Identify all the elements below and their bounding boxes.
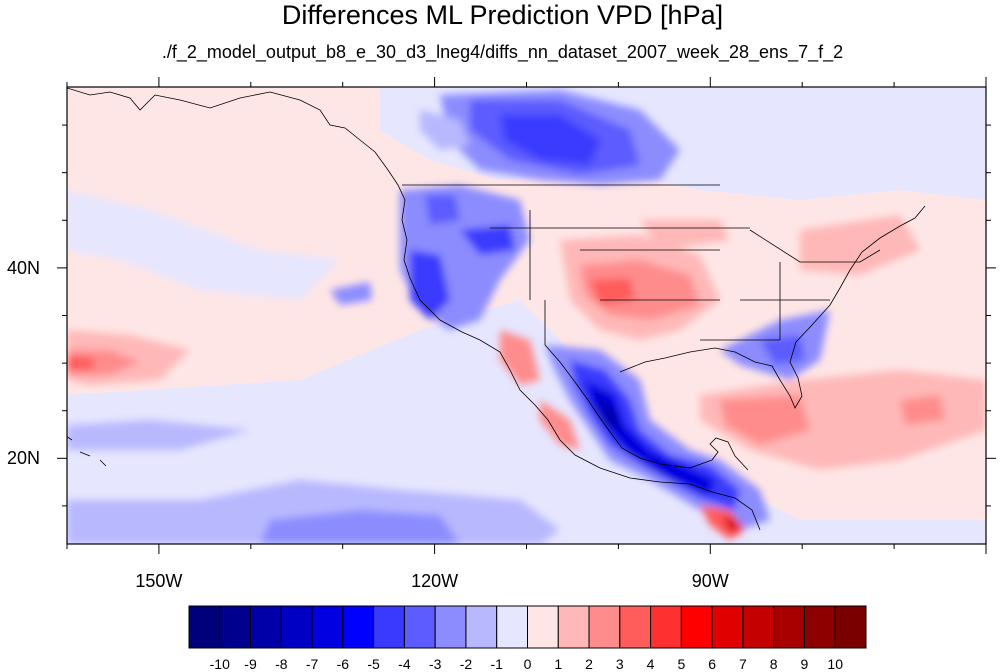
colorbar-swatch: [834, 605, 867, 649]
colorbar-label: -4: [398, 656, 411, 672]
latitude-label: 20N: [6, 448, 40, 469]
colorbar-label: 3: [615, 656, 624, 672]
colorbar-swatch: [803, 605, 836, 649]
map-subtitle: ./f_2_model_output_b8_e_30_d3_lneg4/diff…: [161, 42, 844, 62]
longitude-label: 90W: [691, 571, 729, 591]
colorbar-label: -3: [428, 656, 442, 672]
colorbar-label: -9: [244, 656, 257, 672]
latitude-label: 40N: [6, 257, 40, 278]
colorbar-swatch: [742, 605, 775, 649]
colorbar-label: -6: [336, 656, 350, 672]
colorbar-swatch: [403, 605, 436, 649]
colorbar-label: 10: [827, 656, 843, 672]
colorbar-label: -10: [209, 656, 230, 672]
colorbar-swatch: [527, 605, 559, 649]
axis-ticks: [57, 77, 996, 554]
colorbar-label: 8: [769, 656, 778, 672]
colorbar-label: -2: [459, 656, 473, 672]
colorbar-label: 7: [739, 656, 747, 672]
colorbar-swatch: [434, 605, 467, 649]
colorbar-swatch: [650, 605, 682, 649]
map-title: Differences ML Prediction VPD [hPa]: [281, 0, 724, 30]
colorbar-label: 5: [677, 656, 686, 672]
colorbar-label: 9: [800, 656, 809, 672]
colorbar-swatch: [588, 605, 621, 649]
colorbar-label: 1: [554, 656, 563, 672]
colorbar-swatch: [250, 605, 282, 649]
colorbar-swatch: [219, 605, 252, 649]
colorbar-swatch: [773, 605, 805, 649]
coastlines: [67, 87, 926, 531]
colorbar-label: -1: [490, 656, 503, 672]
colorbar-swatch: [342, 605, 375, 649]
colorbar-swatch: [711, 605, 744, 649]
colorbar-swatch: [619, 605, 652, 649]
colorbar-label: 6: [708, 656, 717, 672]
colorbar-label: 0: [523, 656, 532, 672]
longitude-label: 120W: [411, 571, 459, 591]
colorbar-swatch: [311, 605, 344, 649]
contour-field: [67, 87, 986, 544]
colorbar-label: -8: [275, 656, 288, 672]
colorbar-label: 4: [646, 656, 655, 672]
colorbar-swatch: [373, 605, 405, 649]
colorbar-swatch: [465, 605, 498, 649]
colorbar-label: -5: [367, 656, 380, 672]
colorbar-swatch: [280, 605, 313, 649]
colorbar-swatch: [557, 605, 590, 649]
colorbar-label: 2: [585, 656, 593, 672]
longitude-label: 150W: [135, 571, 183, 591]
colorbar-swatch: [188, 605, 221, 649]
colorbar-label: -7: [305, 656, 319, 672]
colorbar-swatch: [680, 605, 713, 649]
colorbar-swatch: [496, 605, 528, 649]
